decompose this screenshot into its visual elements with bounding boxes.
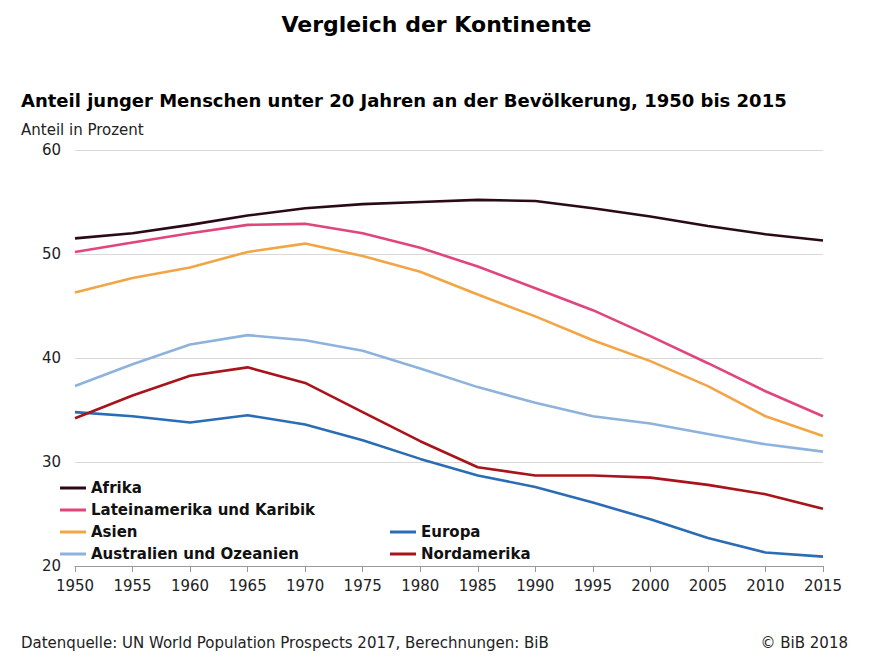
svg-text:Anteil in Prozent: Anteil in Prozent xyxy=(21,121,144,139)
svg-text:20: 20 xyxy=(42,557,61,575)
svg-text:30: 30 xyxy=(42,453,61,471)
svg-text:Lateinamerika und Karibik: Lateinamerika und Karibik xyxy=(91,501,316,519)
svg-text:1950: 1950 xyxy=(56,577,94,595)
svg-text:Afrika: Afrika xyxy=(91,479,142,497)
svg-text:1980: 1980 xyxy=(401,577,439,595)
svg-text:2005: 2005 xyxy=(689,577,727,595)
svg-text:Australien und Ozeanien: Australien und Ozeanien xyxy=(91,545,299,563)
svg-text:Datenquelle: UN World Populati: Datenquelle: UN World Population Prospec… xyxy=(21,634,549,652)
svg-text:1990: 1990 xyxy=(516,577,554,595)
svg-text:1955: 1955 xyxy=(113,577,151,595)
svg-text:2000: 2000 xyxy=(631,577,669,595)
svg-text:50: 50 xyxy=(42,245,61,263)
svg-text:Asien: Asien xyxy=(91,523,138,541)
svg-text:Nordamerika: Nordamerika xyxy=(421,545,531,563)
svg-text:Vergleich der Kontinente: Vergleich der Kontinente xyxy=(281,12,591,37)
svg-text:1985: 1985 xyxy=(459,577,497,595)
svg-text:1960: 1960 xyxy=(171,577,209,595)
svg-text:60: 60 xyxy=(42,141,61,159)
svg-text:Anteil junger Menschen unter 2: Anteil junger Menschen unter 20 Jahren a… xyxy=(21,90,787,111)
svg-text:40: 40 xyxy=(42,349,61,367)
svg-text:2010: 2010 xyxy=(746,577,784,595)
svg-text:1970: 1970 xyxy=(286,577,324,595)
svg-text:1975: 1975 xyxy=(344,577,382,595)
svg-text:© BiB 2018: © BiB 2018 xyxy=(761,634,848,652)
svg-text:1965: 1965 xyxy=(229,577,267,595)
svg-text:2015: 2015 xyxy=(804,577,842,595)
svg-text:1995: 1995 xyxy=(574,577,612,595)
svg-text:Europa: Europa xyxy=(421,523,481,541)
